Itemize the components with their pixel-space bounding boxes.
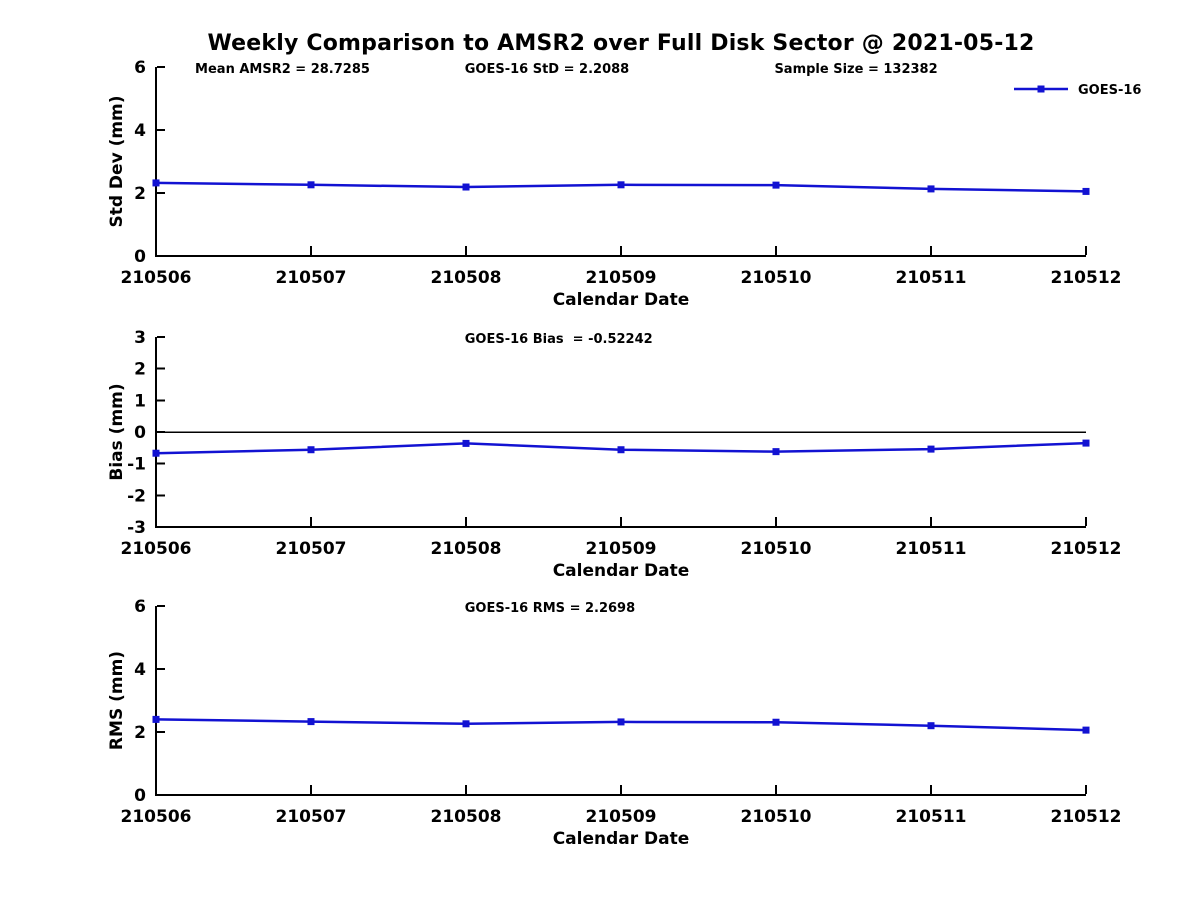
data-point-marker xyxy=(927,445,935,453)
x-tick-label: 210508 xyxy=(431,807,502,827)
data-point-marker xyxy=(927,185,935,193)
x-tick-label: 210506 xyxy=(121,807,192,827)
x-tick-label: 210506 xyxy=(121,539,192,559)
data-point-marker xyxy=(307,446,315,454)
data-point-marker xyxy=(462,439,470,447)
data-point-marker xyxy=(617,181,625,189)
x-tick-label: 210510 xyxy=(741,268,812,288)
x-tick-label: 210511 xyxy=(896,539,967,559)
x-tick-label: 210512 xyxy=(1051,268,1122,288)
data-point-marker xyxy=(772,718,780,726)
subplot-2: -3 -2 -1 0 1 2 3 210506 210507 210508 210509 210510… xyxy=(107,328,1121,581)
y-tick-label: 6 xyxy=(134,597,146,617)
y-tick-label: 2 xyxy=(134,723,146,743)
x-tick-label: 210512 xyxy=(1051,539,1122,559)
data-point-marker xyxy=(617,446,625,454)
y-axis-title: Bias (mm) xyxy=(107,383,127,480)
data-point-marker xyxy=(462,183,470,191)
x-tick-label: 210511 xyxy=(896,268,967,288)
y-axis-title: RMS (mm) xyxy=(107,651,127,750)
subplot-1: 0 2 4 6 210506 210507 210508 210509 210510 210511… xyxy=(107,58,1141,310)
data-point-marker xyxy=(1082,187,1090,195)
legend-label: GOES-16 xyxy=(1078,83,1141,98)
data-point-marker xyxy=(617,718,625,726)
y-tick-label: 2 xyxy=(134,184,146,204)
x-tick-label: 210508 xyxy=(431,268,502,288)
x-tick-label: 210506 xyxy=(121,268,192,288)
x-axis-title: Calendar Date xyxy=(553,290,690,310)
x-tick-label: 210512 xyxy=(1051,807,1122,827)
data-point-marker xyxy=(1082,439,1090,447)
y-tick-label: 1 xyxy=(134,391,146,411)
y-tick-label: 2 xyxy=(134,360,146,380)
figure-title: Weekly Comparison to AMSR2 over Full Dis… xyxy=(207,31,1035,56)
x-tick-label: 210510 xyxy=(741,807,812,827)
data-point-marker xyxy=(152,449,160,457)
x-tick-label: 210509 xyxy=(586,539,657,559)
y-tick-label: -3 xyxy=(127,518,146,538)
y-tick-label: 0 xyxy=(134,423,146,443)
y-tick-label: 4 xyxy=(134,660,146,680)
y-tick-label: 0 xyxy=(134,786,146,806)
annotation: GOES-16 RMS = 2.2698 xyxy=(465,601,635,616)
x-tick-label: 210509 xyxy=(586,807,657,827)
data-point-marker xyxy=(307,718,315,726)
legend-marker xyxy=(1037,85,1045,93)
annotation: GOES-16 StD = 2.2088 xyxy=(465,62,629,77)
axes-frame xyxy=(155,606,1086,796)
annotation: GOES-16 Bias = -0.52242 xyxy=(465,332,653,347)
y-tick-label: 3 xyxy=(134,328,146,348)
axes-frame xyxy=(155,67,1086,257)
axes-frame xyxy=(155,337,1086,528)
x-tick-label: 210509 xyxy=(586,268,657,288)
x-tick-label: 210507 xyxy=(276,268,347,288)
data-point-marker xyxy=(152,715,160,723)
x-tick-label: 210511 xyxy=(896,807,967,827)
data-point-marker xyxy=(927,722,935,730)
data-point-marker xyxy=(772,181,780,189)
x-axis-title: Calendar Date xyxy=(553,829,690,849)
y-tick-label: -2 xyxy=(127,486,146,506)
annotation: Sample Size = 132382 xyxy=(774,62,937,77)
y-axis-title: Std Dev (mm) xyxy=(107,95,127,227)
y-tick-label: 6 xyxy=(134,58,146,78)
x-tick-label: 210507 xyxy=(276,807,347,827)
data-point-marker xyxy=(152,179,160,187)
annotation: Mean AMSR2 = 28.7285 xyxy=(195,62,370,77)
x-tick-label: 210508 xyxy=(431,539,502,559)
x-tick-label: 210507 xyxy=(276,539,347,559)
data-point-marker xyxy=(772,448,780,456)
x-tick-label: 210510 xyxy=(741,539,812,559)
data-point-marker xyxy=(1082,726,1090,734)
y-tick-label: 0 xyxy=(134,247,146,267)
data-point-marker xyxy=(462,720,470,728)
subplot-3: 0 2 4 6 210506 210507 210508 210509 210510 210511… xyxy=(107,597,1121,849)
y-tick-label: -1 xyxy=(127,455,146,475)
data-point-marker xyxy=(307,181,315,189)
x-axis-title: Calendar Date xyxy=(553,561,690,581)
y-tick-label: 4 xyxy=(134,121,146,141)
